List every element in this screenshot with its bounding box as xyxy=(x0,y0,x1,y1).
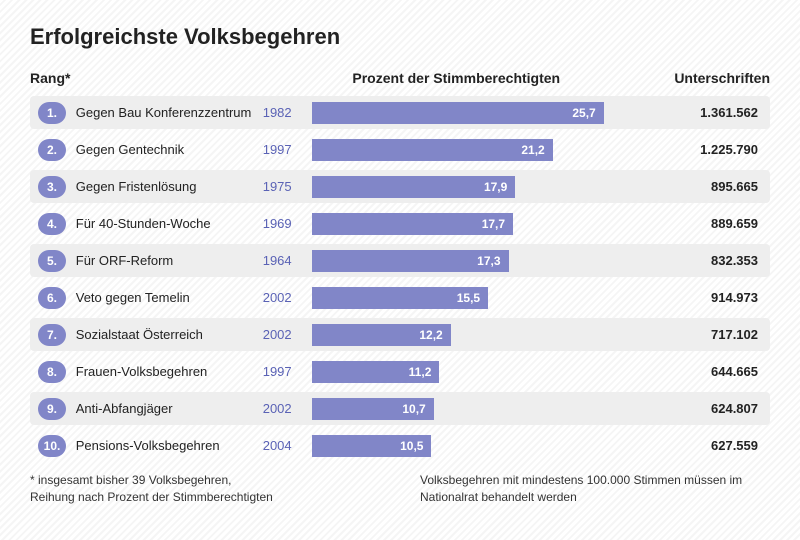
rank-badge: 7. xyxy=(38,324,66,346)
row-name: Gegen Bau Konferenzzentrum xyxy=(76,105,263,120)
chart-title: Erfolgreichste Volksbegehren xyxy=(30,24,770,50)
rank-cell: 8. xyxy=(30,361,76,383)
row-signatures: 627.559 xyxy=(651,438,770,453)
rank-badge: 5. xyxy=(38,250,66,272)
percent-bar: 11,2 xyxy=(312,361,439,383)
row-year: 2002 xyxy=(263,327,313,342)
rank-badge: 10. xyxy=(38,435,66,457)
percent-bar: 17,3 xyxy=(312,250,508,272)
footer-note-left: * insgesamt bisher 39 Volksbegehren,Reih… xyxy=(30,472,390,506)
row-year: 1997 xyxy=(263,142,313,157)
row-year: 1969 xyxy=(263,216,313,231)
bar-cell: 21,2 xyxy=(312,139,650,161)
bar-cell: 11,2 xyxy=(312,361,650,383)
table-row: 8. Frauen-Volksbegehren199711,2 644.665 xyxy=(30,355,770,388)
rank-badge: 1. xyxy=(38,102,66,124)
rank-badge: 8. xyxy=(38,361,66,383)
col-percent-header: Prozent der Stimmberechtigten xyxy=(312,70,650,86)
rank-cell: 2. xyxy=(30,139,76,161)
table-row: 3. Gegen Fristenlösung197517,9 895.665 xyxy=(30,170,770,203)
percent-bar: 10,5 xyxy=(312,435,431,457)
footer: * insgesamt bisher 39 Volksbegehren,Reih… xyxy=(30,472,770,506)
row-year: 2004 xyxy=(263,438,313,453)
rank-badge: 3. xyxy=(38,176,66,198)
table-row: 7. Sozialstaat Österreich200212,2 717.102 xyxy=(30,318,770,351)
row-signatures: 1.225.790 xyxy=(651,142,770,157)
percent-bar: 25,7 xyxy=(312,102,603,124)
row-year: 2002 xyxy=(263,401,313,416)
row-name: Gegen Gentechnik xyxy=(76,142,263,157)
percent-bar: 21,2 xyxy=(312,139,552,161)
row-name: Anti-Abfangjäger xyxy=(76,401,263,416)
percent-bar: 17,7 xyxy=(312,213,513,235)
rank-badge: 6. xyxy=(38,287,66,309)
rank-cell: 5. xyxy=(30,250,76,272)
rank-cell: 4. xyxy=(30,213,76,235)
table-row: 6. Veto gegen Temelin200215,5 914.973 xyxy=(30,281,770,314)
rank-cell: 6. xyxy=(30,287,76,309)
row-year: 1997 xyxy=(263,364,313,379)
rank-cell: 3. xyxy=(30,176,76,198)
table-row: 10. Pensions-Volksbegehren200410,5 627.559 xyxy=(30,429,770,462)
rank-badge: 2. xyxy=(38,139,66,161)
rank-badge: 4. xyxy=(38,213,66,235)
bar-cell: 25,7 xyxy=(312,102,650,124)
row-signatures: 895.665 xyxy=(651,179,770,194)
row-year: 1982 xyxy=(263,105,313,120)
row-signatures: 914.973 xyxy=(651,290,770,305)
table-row: 5. Für ORF-Reform196417,3 832.353 xyxy=(30,244,770,277)
bar-cell: 12,2 xyxy=(312,324,650,346)
bar-cell: 10,7 xyxy=(312,398,650,420)
chart-container: Erfolgreichste Volksbegehren Rang* Proze… xyxy=(0,0,800,522)
row-signatures: 889.659 xyxy=(651,216,770,231)
percent-bar: 15,5 xyxy=(312,287,488,309)
bar-cell: 17,9 xyxy=(312,176,650,198)
row-name: Sozialstaat Österreich xyxy=(76,327,263,342)
footer-note-right: Volksbegehren mit mindestens 100.000 Sti… xyxy=(390,472,770,506)
row-name: Pensions-Volksbegehren xyxy=(76,438,263,453)
row-year: 2002 xyxy=(263,290,313,305)
row-signatures: 1.361.562 xyxy=(651,105,770,120)
rank-cell: 1. xyxy=(30,102,76,124)
percent-bar: 12,2 xyxy=(312,324,450,346)
percent-bar: 10,7 xyxy=(312,398,433,420)
row-signatures: 832.353 xyxy=(651,253,770,268)
table-row: 9. Anti-Abfangjäger200210,7 624.807 xyxy=(30,392,770,425)
row-name: Veto gegen Temelin xyxy=(76,290,263,305)
rank-cell: 9. xyxy=(30,398,76,420)
table-row: 4. Für 40-Stunden-Woche196917,7 889.659 xyxy=(30,207,770,240)
bar-cell: 17,7 xyxy=(312,213,650,235)
bar-cell: 17,3 xyxy=(312,250,650,272)
bar-cell: 15,5 xyxy=(312,287,650,309)
row-year: 1975 xyxy=(263,179,313,194)
column-headers: Rang* Prozent der Stimmberechtigten Unte… xyxy=(30,70,770,86)
row-name: Für ORF-Reform xyxy=(76,253,263,268)
bar-cell: 10,5 xyxy=(312,435,650,457)
table-row: 2. Gegen Gentechnik199721,2 1.225.790 xyxy=(30,133,770,166)
row-name: Für 40-Stunden-Woche xyxy=(76,216,263,231)
table-row: 1. Gegen Bau Konferenzzentrum198225,7 1.36… xyxy=(30,96,770,129)
row-year: 1964 xyxy=(263,253,313,268)
col-rank-header: Rang* xyxy=(30,70,76,86)
row-signatures: 644.665 xyxy=(651,364,770,379)
rank-cell: 7. xyxy=(30,324,76,346)
row-name: Frauen-Volksbegehren xyxy=(76,364,263,379)
percent-bar: 17,9 xyxy=(312,176,515,198)
row-signatures: 624.807 xyxy=(651,401,770,416)
col-signatures-header: Unterschriften xyxy=(651,70,770,86)
row-name: Gegen Fristenlösung xyxy=(76,179,263,194)
rank-badge: 9. xyxy=(38,398,66,420)
row-signatures: 717.102 xyxy=(651,327,770,342)
data-rows: 1. Gegen Bau Konferenzzentrum198225,7 1.36… xyxy=(30,96,770,462)
rank-cell: 10. xyxy=(30,435,76,457)
